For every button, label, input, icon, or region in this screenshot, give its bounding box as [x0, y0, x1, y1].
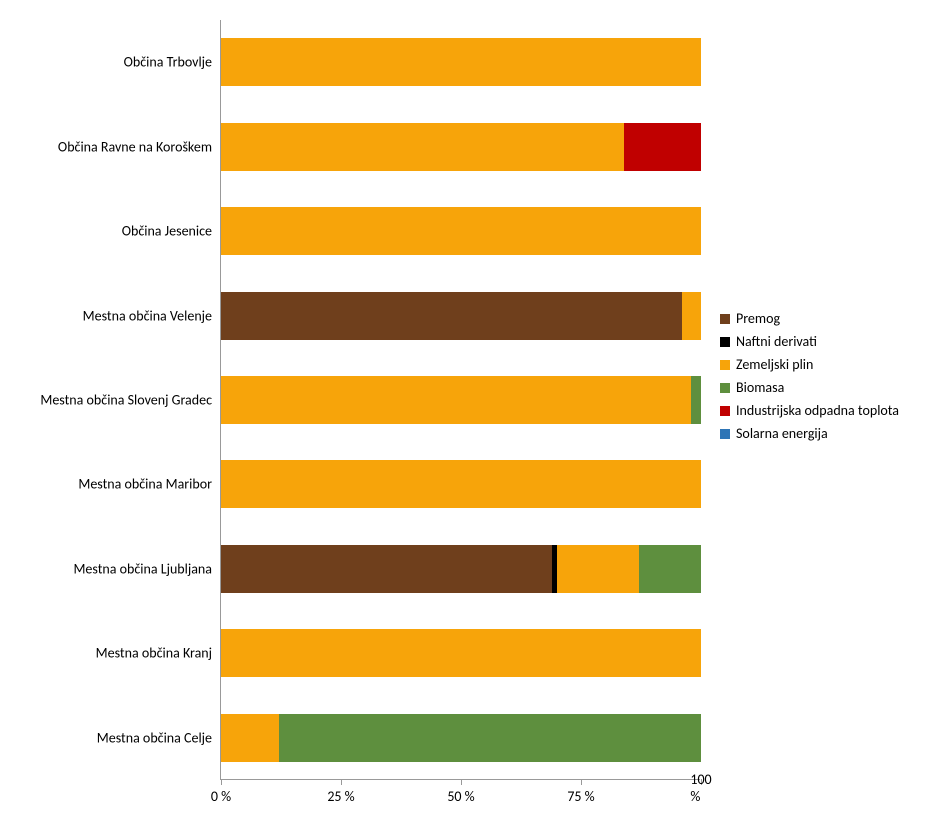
bar-segment-zemeljski: [221, 123, 624, 171]
legend-item: Premog: [720, 310, 899, 327]
bar-row: [221, 123, 700, 171]
legend-item: Zemeljski plin: [720, 356, 899, 373]
bar-segment-zemeljski: [221, 460, 701, 508]
y-category-label: Občina Ravne na Koroškem: [12, 138, 212, 155]
legend-label: Zemeljski plin: [736, 356, 813, 373]
legend-label: Premog: [736, 310, 780, 327]
legend-swatch: [720, 429, 730, 439]
plot-area: 0 %25 %50 %75 %100 %: [220, 20, 700, 780]
bar-segment-premog: [221, 545, 552, 593]
legend-item: Solarna energija: [720, 425, 899, 442]
bar-segment-zemeljski: [221, 629, 701, 677]
x-tick: [581, 779, 582, 785]
legend-swatch: [720, 360, 730, 370]
bar-segment-biomasa: [279, 714, 701, 762]
y-category-label: Mestna občina Kranj: [12, 645, 212, 662]
bar-row: [221, 545, 700, 593]
bar-segment-zemeljski: [221, 38, 701, 86]
legend-swatch: [720, 406, 730, 416]
legend-label: Industrijska odpadna toplota: [736, 402, 899, 419]
y-category-label: Mestna občina Slovenj Gradec: [12, 392, 212, 409]
bar-segment-zemeljski: [557, 545, 639, 593]
legend-swatch: [720, 314, 730, 324]
y-category-label: Občina Jesenice: [12, 223, 212, 240]
x-tick-label: 75 %: [567, 788, 594, 805]
bar-segment-zemeljski: [221, 207, 701, 255]
x-tick: [461, 779, 462, 785]
bar-row: [221, 292, 700, 340]
legend-item: Biomasa: [720, 379, 899, 396]
legend-item: Naftni derivati: [720, 333, 899, 350]
x-tick-label: 0 %: [211, 788, 231, 805]
legend-label: Biomasa: [736, 379, 784, 396]
x-tick-label: 50 %: [447, 788, 474, 805]
bar-segment-premog: [221, 292, 682, 340]
bar-segment-biomasa: [639, 545, 701, 593]
x-tick: [221, 779, 222, 785]
bar-row: [221, 460, 700, 508]
legend-item: Industrijska odpadna toplota: [720, 402, 899, 419]
legend-label: Solarna energija: [736, 425, 828, 442]
bar-row: [221, 629, 700, 677]
bar-row: [221, 714, 700, 762]
bar-row: [221, 207, 700, 255]
x-tick: [341, 779, 342, 785]
y-category-label: Mestna občina Celje: [12, 729, 212, 746]
energy-sources-chart: 0 %25 %50 %75 %100 % PremogNaftni deriva…: [0, 0, 940, 818]
chart-legend: Premog Naftni derivati Zemeljski plin Bioma…: [720, 310, 899, 448]
y-category-label: Mestna občina Maribor: [12, 476, 212, 493]
y-category-label: Občina Trbovlje: [12, 54, 212, 71]
legend-swatch: [720, 337, 730, 347]
x-tick-label: 100 %: [690, 771, 711, 805]
legend-swatch: [720, 383, 730, 393]
bar-row: [221, 38, 700, 86]
bar-row: [221, 376, 700, 424]
bar-segment-zemeljski: [221, 376, 691, 424]
bar-segment-zemeljski: [221, 714, 279, 762]
y-category-label: Mestna občina Velenje: [12, 307, 212, 324]
bar-segment-industrijska: [624, 123, 701, 171]
y-category-label: Mestna občina Ljubljana: [12, 560, 212, 577]
bar-segment-biomasa: [691, 376, 701, 424]
legend-label: Naftni derivati: [736, 333, 817, 350]
x-tick-label: 25 %: [327, 788, 354, 805]
bar-segment-zemeljski: [682, 292, 701, 340]
